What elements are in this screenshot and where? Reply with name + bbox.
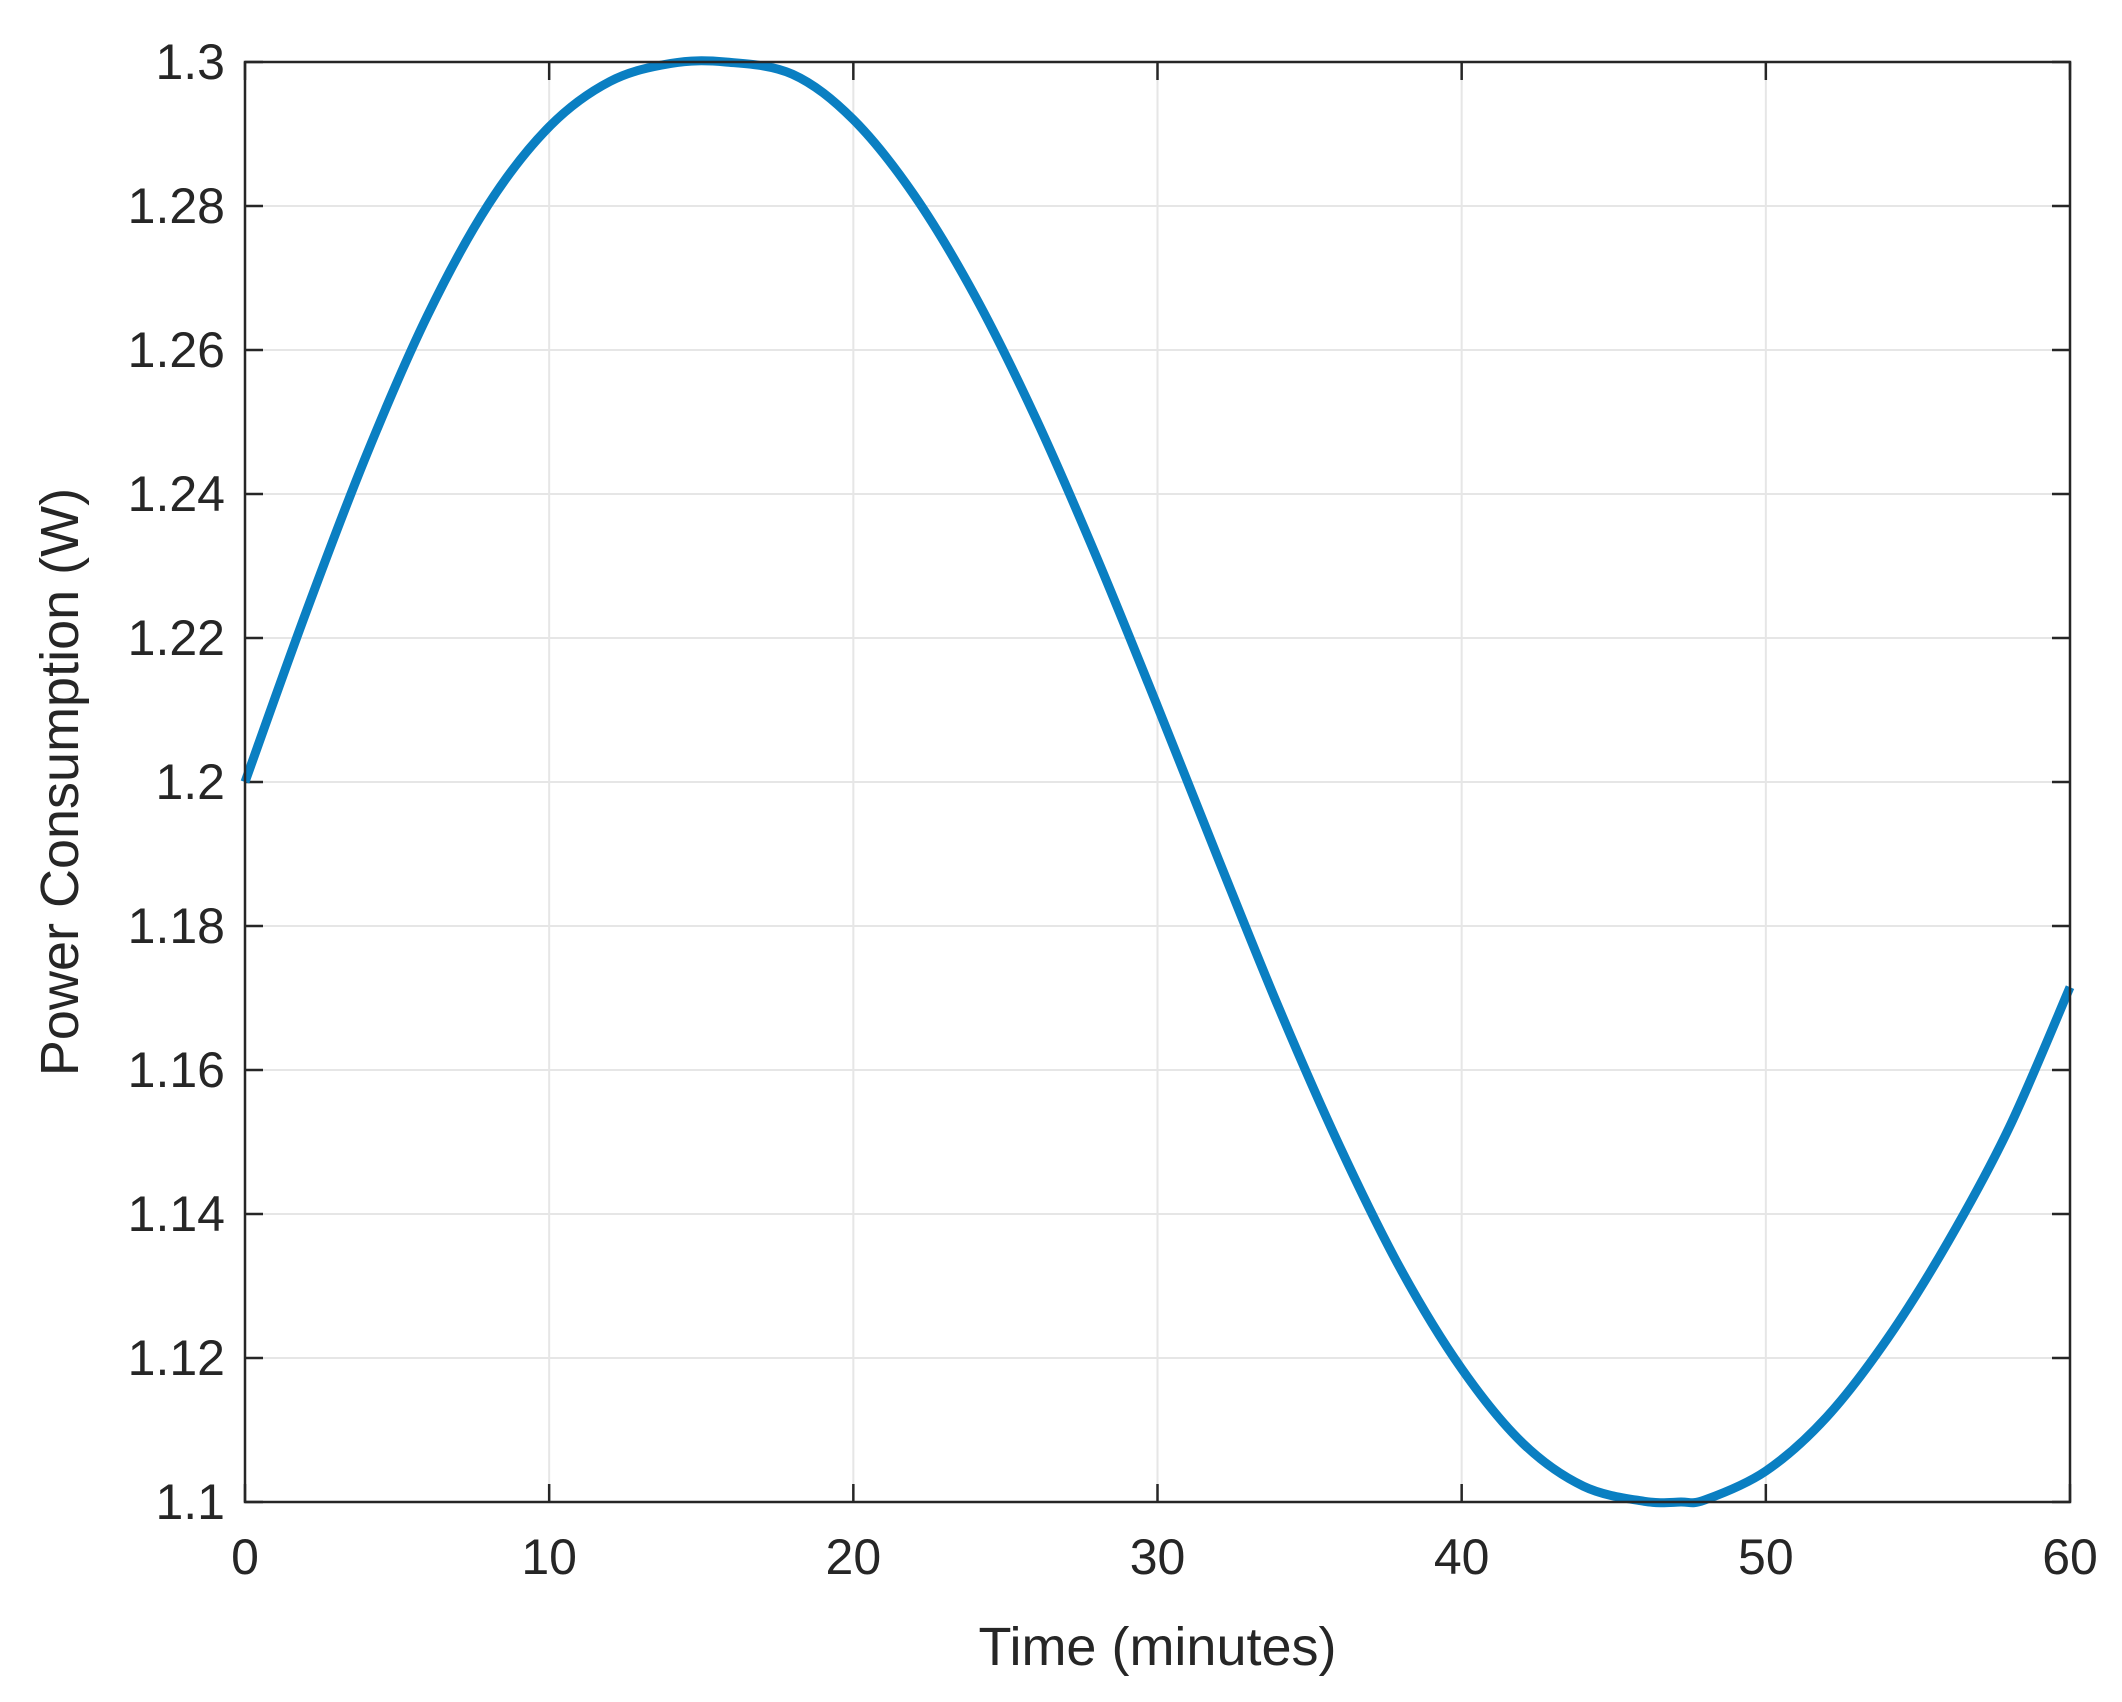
- y-tick-label: 1.24: [128, 466, 225, 522]
- x-tick-label: 40: [1434, 1529, 1490, 1585]
- x-axis-label: Time (minutes): [978, 1617, 1336, 1677]
- y-axis-label: Power Consumption (W): [30, 488, 90, 1076]
- x-tick-label: 0: [231, 1529, 259, 1585]
- series-layer: [240, 56, 2075, 1508]
- y-tick-label: 1.3: [155, 34, 225, 90]
- series-line: [240, 56, 2075, 1508]
- y-tick-label: 1.14: [128, 1186, 225, 1242]
- y-tick-label: 1.12: [128, 1330, 225, 1386]
- grid-layer: [244, 61, 2071, 1503]
- y-tick-label: 1.18: [128, 898, 225, 954]
- x-tick-labels: 0 10 20 30 40 50 60: [231, 1529, 2098, 1585]
- plot-area-frame: [243, 60, 2072, 1504]
- x-tick-label: 30: [1130, 1529, 1186, 1585]
- y-tick-label: 1.22: [128, 610, 225, 666]
- x-tick-label: 10: [521, 1529, 577, 1585]
- x-tick-label: 60: [2042, 1529, 2098, 1585]
- y-tick-labels: 1.1 1.12 1.14 1.16 1.18 1.2 1.22 1.24 1.26 1.28 1.…: [128, 34, 225, 1530]
- y-tick-label: 1.28: [128, 178, 225, 234]
- y-tick-label: 1.2: [155, 754, 225, 810]
- x-tick-label: 50: [1738, 1529, 1794, 1585]
- y-tick-label: 1.1: [155, 1474, 225, 1530]
- y-tick-label: 1.16: [128, 1042, 225, 1098]
- x-tick-label: 20: [826, 1529, 882, 1585]
- y-tick-label: 1.26: [128, 322, 225, 378]
